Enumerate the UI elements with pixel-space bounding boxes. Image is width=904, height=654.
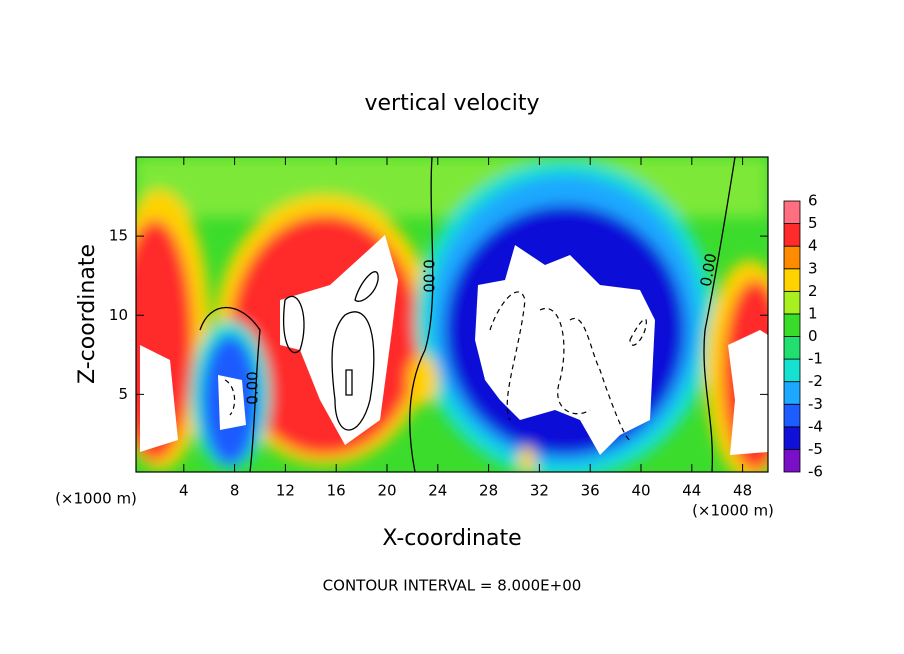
footer: CONTOUR INTERVAL = 8.000E+00 xyxy=(323,577,582,595)
x-tick-label: 20 xyxy=(377,482,396,500)
colorbar-swatch xyxy=(783,245,801,270)
colorbar-label: -2 xyxy=(808,372,823,390)
x-tick-label: 24 xyxy=(428,482,447,500)
colorbar-swatch xyxy=(783,426,801,450)
colorbar-label: 1 xyxy=(808,304,818,322)
colorbar-swatch xyxy=(783,449,801,473)
x-tick-label: 44 xyxy=(682,482,701,500)
colorbar-swatch xyxy=(783,336,801,360)
colorbar-label: 3 xyxy=(808,259,818,277)
contour-label: 0.00 xyxy=(420,259,438,292)
x-tick-label: 28 xyxy=(479,482,498,500)
colorbar-swatch xyxy=(783,358,801,383)
x-tick-label: 12 xyxy=(276,482,295,500)
colorbar-label: -6 xyxy=(808,463,823,481)
x-tick-label: 40 xyxy=(631,482,650,500)
colorbar-swatch xyxy=(783,268,801,292)
contour-label: 0.00 xyxy=(244,371,262,404)
colorbar-label: -5 xyxy=(808,440,823,458)
y-tick-label: 5 xyxy=(118,385,128,403)
colorbar-label: -3 xyxy=(808,395,823,413)
colorbar-label: 0 xyxy=(808,327,818,345)
y-axis-label: Z-coordinate xyxy=(75,244,100,384)
colorbar-label: 6 xyxy=(808,192,818,210)
field xyxy=(136,157,768,472)
plot-frame xyxy=(135,156,769,473)
colorbar-label: -4 xyxy=(808,417,823,435)
colorbar-swatch xyxy=(783,403,801,428)
y-tick-label: 15 xyxy=(109,227,128,245)
x-tick-label: 36 xyxy=(581,482,600,500)
colorbar-swatch xyxy=(783,223,801,247)
colorbar-label: 5 xyxy=(808,214,818,232)
x-tick-label: 8 xyxy=(230,482,240,500)
x-unit: (×1000 m) xyxy=(55,490,137,508)
x-tick-label: 4 xyxy=(179,482,189,500)
contour-label: 0.00 xyxy=(697,252,721,288)
y-tick-label: 10 xyxy=(109,306,128,324)
colorbar-label: 4 xyxy=(808,237,818,255)
colorbar-swatch xyxy=(783,200,801,224)
colorbar-label: 2 xyxy=(808,282,818,300)
x-axis-label: X-coordinate xyxy=(382,526,521,551)
x-tick-label: 32 xyxy=(530,482,549,500)
colorbar-swatch xyxy=(783,381,801,405)
colorbar-swatch xyxy=(783,313,801,337)
chart-title: vertical velocity xyxy=(364,91,539,116)
colorbar-label: -1 xyxy=(808,350,823,368)
x-tick-label: 16 xyxy=(327,482,346,500)
colorbar-swatch xyxy=(783,290,801,315)
x-unit: (×1000 m) xyxy=(692,502,774,520)
x-tick-label: 48 xyxy=(733,482,752,500)
